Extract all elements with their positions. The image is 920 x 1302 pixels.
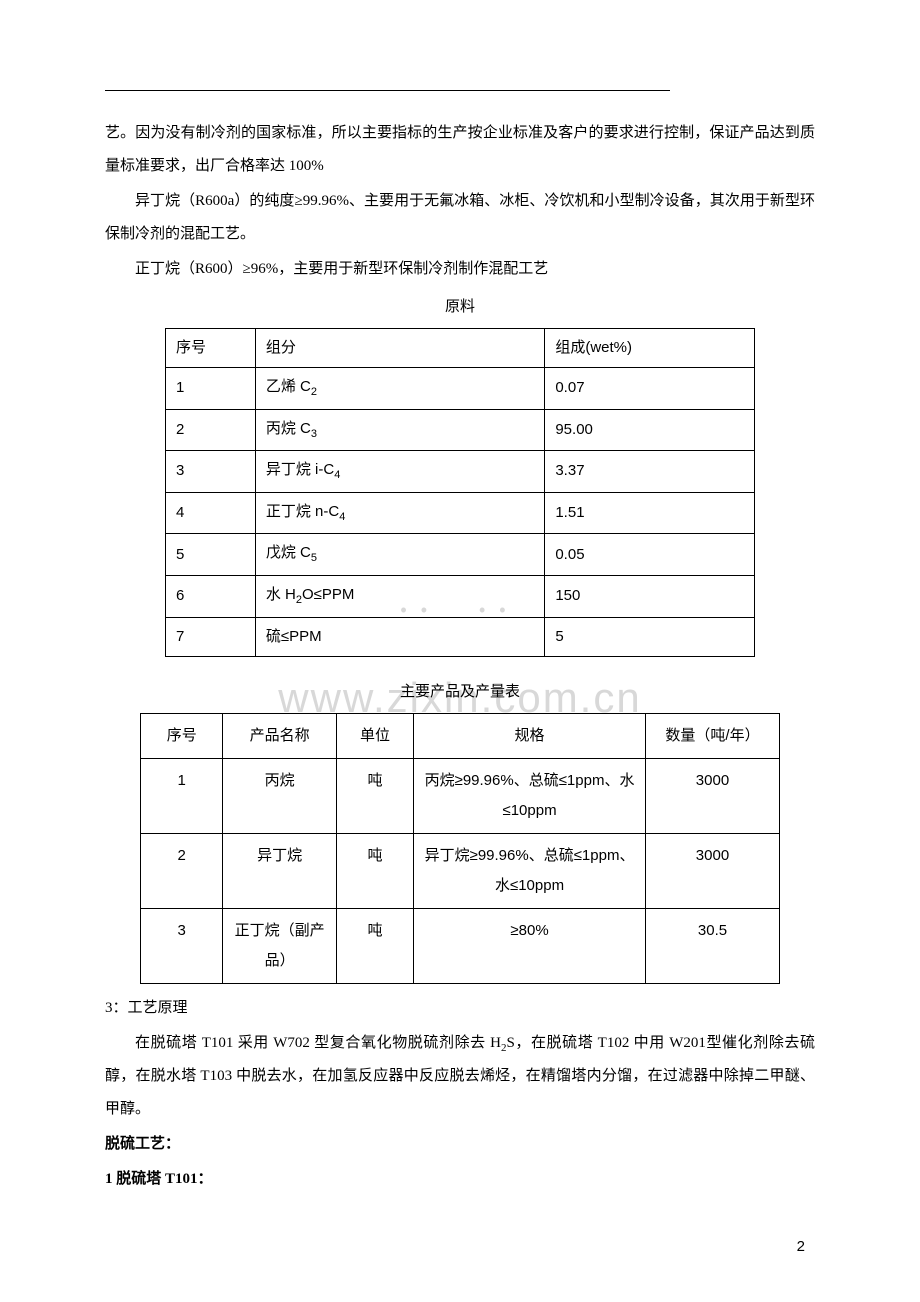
cell-comp: 乙烯 C2: [255, 368, 544, 410]
cell-no: 7: [166, 617, 256, 656]
cell-val: 150: [545, 575, 755, 617]
cell: 吨: [336, 833, 413, 908]
table-header: 组分: [255, 329, 544, 368]
section3-sub2: 1 脱硫塔 T101：: [105, 1163, 815, 1196]
cell: 2: [141, 833, 223, 908]
table-header: 产品名称: [223, 713, 336, 758]
cell-comp: 丙烷 C3: [255, 409, 544, 451]
table-row: 2 丙烷 C3 95.00: [166, 409, 755, 451]
table-header: 数量（吨/年）: [645, 713, 779, 758]
table-row: 1 丙烷 吨 丙烷≥99.96%、总硫≤1ppm、水≤10ppm 3000: [141, 758, 780, 833]
table-header: 规格: [414, 713, 646, 758]
paragraph-1: 艺。因为没有制冷剂的国家标准，所以主要指标的生产按企业标准及客户的要求进行控制，…: [105, 117, 815, 183]
table-row: 6 水 H2O≤PPM 150: [166, 575, 755, 617]
cell: 30.5: [645, 908, 779, 983]
section3-heading: 3：工艺原理: [105, 992, 815, 1025]
cell-val: 0.07: [545, 368, 755, 410]
section3-sub1: 脱硫工艺：: [105, 1128, 815, 1161]
page-content: 艺。因为没有制冷剂的国家标准，所以主要指标的生产按企业标准及客户的要求进行控制，…: [105, 90, 815, 1196]
cell: 正丁烷（副产品）: [223, 908, 336, 983]
cell-no: 3: [166, 451, 256, 493]
section-3: 3：工艺原理 在脱硫塔 T101 采用 W702 型复合氧化物脱硫剂除去 H2S…: [105, 992, 815, 1196]
cell: 异丁烷: [223, 833, 336, 908]
cell-comp: 戊烷 C5: [255, 534, 544, 576]
cell: 3000: [645, 833, 779, 908]
table-row: 1 乙烯 C2 0.07: [166, 368, 755, 410]
cell: ≥80%: [414, 908, 646, 983]
cell-no: 6: [166, 575, 256, 617]
cell-val: 95.00: [545, 409, 755, 451]
table2-caption: 主要产品及产量表: [105, 677, 815, 707]
table-row: 5 戊烷 C5 0.05: [166, 534, 755, 576]
product-table: 序号 产品名称 单位 规格 数量（吨/年） 1 丙烷 吨 丙烷≥99.96%、总…: [140, 713, 780, 984]
cell: 3: [141, 908, 223, 983]
cell-val: 5: [545, 617, 755, 656]
cell: 吨: [336, 758, 413, 833]
table-row: 2 异丁烷 吨 异丁烷≥99.96%、总硫≤1ppm、水≤10ppm 3000: [141, 833, 780, 908]
header-rule: [105, 90, 670, 91]
cell: 1: [141, 758, 223, 833]
cell: 异丁烷≥99.96%、总硫≤1ppm、水≤10ppm: [414, 833, 646, 908]
table-header: 序号: [141, 713, 223, 758]
table1-caption: 原料: [105, 292, 815, 322]
section3-body: 在脱硫塔 T101 采用 W702 型复合氧化物脱硫剂除去 H2S，在脱硫塔 T…: [105, 1027, 815, 1126]
table-row: 7 硫≤PPM 5: [166, 617, 755, 656]
table-header: 序号: [166, 329, 256, 368]
table-row: 4 正丁烷 n-C4 1.51: [166, 492, 755, 534]
table-row: 序号 产品名称 单位 规格 数量（吨/年）: [141, 713, 780, 758]
cell-val: 1.51: [545, 492, 755, 534]
cell-comp: 正丁烷 n-C4: [255, 492, 544, 534]
cell-no: 5: [166, 534, 256, 576]
cell: 丙烷: [223, 758, 336, 833]
cell-comp: 硫≤PPM: [255, 617, 544, 656]
cell-comp: 异丁烷 i-C4: [255, 451, 544, 493]
table-header: 单位: [336, 713, 413, 758]
cell-val: 0.05: [545, 534, 755, 576]
cell-val: 3.37: [545, 451, 755, 493]
table-row: 3 异丁烷 i-C4 3.37: [166, 451, 755, 493]
cell-no: 2: [166, 409, 256, 451]
table-row: 序号 组分 组成(wet%): [166, 329, 755, 368]
cell-comp: 水 H2O≤PPM: [255, 575, 544, 617]
paragraph-2: 异丁烷（R600a）的纯度≥99.96%、主要用于无氟冰箱、冰柜、冷饮机和小型制…: [105, 185, 815, 251]
page-number: 2: [797, 1232, 805, 1262]
cell-no: 1: [166, 368, 256, 410]
cell-no: 4: [166, 492, 256, 534]
cell: 3000: [645, 758, 779, 833]
paragraph-3: 正丁烷（R600）≥96%，主要用于新型环保制冷剂制作混配工艺: [105, 253, 815, 286]
table-row: 3 正丁烷（副产品） 吨 ≥80% 30.5: [141, 908, 780, 983]
raw-material-table: 序号 组分 组成(wet%) 1 乙烯 C2 0.07 2 丙烷 C3 95.0…: [165, 328, 755, 657]
cell: 吨: [336, 908, 413, 983]
cell: 丙烷≥99.96%、总硫≤1ppm、水≤10ppm: [414, 758, 646, 833]
table-header: 组成(wet%): [545, 329, 755, 368]
